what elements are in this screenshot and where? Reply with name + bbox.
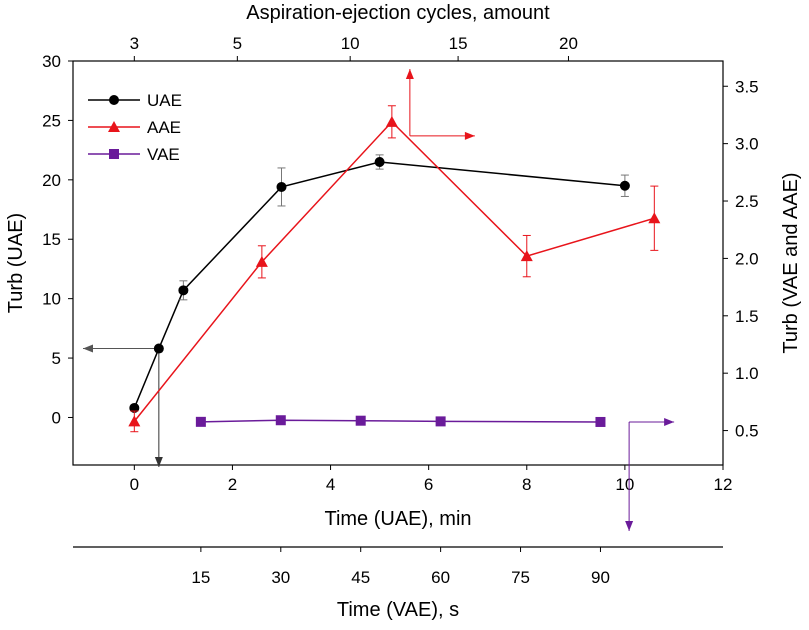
x-tick-label: 8: [522, 475, 531, 494]
x-tick-label: 0: [130, 475, 139, 494]
uae-down-arrow-head: [154, 457, 163, 467]
series-line-vae: [200, 419, 601, 423]
y-right-tick-label: 2.0: [735, 249, 759, 268]
top-tick-label: 10: [341, 34, 360, 53]
data-point-uae: [374, 157, 385, 167]
data-point-vae: [195, 416, 206, 427]
y-right-tick-label: 3.0: [735, 135, 759, 154]
legend-entry-aae: AAE: [88, 118, 181, 137]
y-left-tick-label: 5: [52, 349, 61, 368]
x2-tick-label: 90: [591, 568, 610, 587]
y-left-tick-label: 20: [42, 171, 61, 190]
y-right-axis-title: Turb (VAE and AAE): [780, 172, 802, 353]
legend-label-aae: AAE: [147, 118, 181, 137]
top-tick-label: 3: [130, 34, 139, 53]
top-tick-label: 20: [559, 34, 578, 53]
data-point-uae: [178, 285, 189, 296]
series-aae: [128, 105, 661, 433]
x-tick-label: 10: [615, 475, 634, 494]
data-point-uae: [153, 343, 164, 354]
y-right-tick-label: 1.0: [735, 364, 759, 383]
x-tick-label: 6: [424, 475, 433, 494]
uae-left-arrow-head: [83, 344, 93, 353]
y-left-tick-label: 15: [42, 230, 61, 249]
legend-label-uae: UAE: [147, 91, 182, 110]
x2-tick-label: 30: [271, 568, 290, 587]
series-vae: [195, 415, 606, 427]
vae-down-arrow-head: [625, 521, 634, 531]
y-left-tick-label: 30: [42, 52, 61, 71]
x2-tick-label: 60: [431, 568, 450, 587]
data-point-aae: [385, 115, 398, 127]
annotation-arrows-layer: [83, 69, 675, 531]
x2-tick-label: 75: [511, 568, 530, 587]
x2-axis-title: Time (VAE), s: [337, 599, 459, 621]
data-point-uae: [619, 180, 630, 191]
data-point-aae: [520, 250, 533, 262]
data-point-aae: [128, 415, 141, 427]
y-right-tick-label: 3.5: [735, 77, 759, 96]
plot-frame: [72, 60, 724, 466]
legend-marker-aae: [108, 121, 120, 132]
data-point-aae: [255, 255, 268, 267]
axis-ticks-layer: 0 2 4 6 8 10 12 15 30 45 60 75 90 3 5 10 15 20 0 5 10 15 20 25 3…: [42, 34, 759, 587]
y-left-tick-label: 10: [42, 290, 61, 309]
series-layer: [128, 105, 661, 433]
top-tick-label: 5: [233, 34, 242, 53]
y-left-axis-title: Turb (UAE): [5, 213, 27, 313]
data-point-uae: [276, 181, 287, 192]
data-point-vae: [595, 416, 606, 427]
x2-tick-label: 15: [191, 568, 210, 587]
y-right-tick-label: 0.5: [735, 422, 759, 441]
data-point-vae: [435, 416, 446, 427]
aae-right-arrow-head: [464, 131, 475, 140]
legend-entry-vae: VAE: [88, 145, 180, 164]
y-left-tick-label: 25: [42, 111, 61, 130]
x2-tick-label: 45: [351, 568, 370, 587]
series-line-uae: [133, 161, 625, 409]
top-tick-label: 15: [449, 34, 468, 53]
x-tick-label: 2: [228, 475, 237, 494]
data-point-aae: [648, 212, 661, 224]
legend-marker-vae: [109, 149, 119, 159]
y-right-tick-label: 1.5: [735, 307, 759, 326]
legend: UAE AAE VAE: [88, 91, 182, 164]
series-uae: [129, 154, 630, 413]
legend-marker-uae: [109, 95, 119, 105]
x-tick-label: 12: [714, 475, 733, 494]
legend-entry-uae: UAE: [88, 91, 182, 110]
x-axis-title: Time (UAE), min: [324, 508, 471, 530]
data-point-uae: [129, 402, 140, 413]
series-line-aae: [133, 120, 655, 422]
x-tick-label: 4: [326, 475, 335, 494]
data-point-vae: [275, 415, 286, 426]
legend-label-vae: VAE: [147, 145, 180, 164]
data-point-vae: [355, 415, 366, 426]
y-right-tick-label: 2.5: [735, 192, 759, 211]
aae-up-arrow-head: [405, 69, 414, 79]
top-axis-title: Aspiration-ejection cycles, amount: [246, 2, 550, 24]
vae-right-arrow-head: [664, 417, 675, 426]
y-left-tick-label: 0: [52, 408, 61, 427]
